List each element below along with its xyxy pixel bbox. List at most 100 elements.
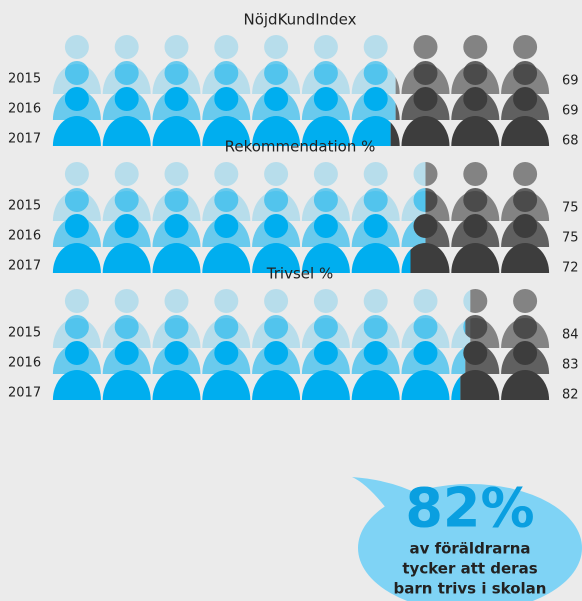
person-head [463, 162, 488, 186]
person-head [463, 214, 488, 238]
person-head [114, 289, 139, 313]
person-head [413, 315, 438, 339]
person-head [513, 188, 538, 212]
person-body [52, 243, 101, 273]
pictogram-filled [52, 87, 391, 146]
person-body [52, 370, 101, 400]
person-head [264, 214, 289, 238]
year-label: 2016 [8, 102, 41, 117]
pictogram-filled [52, 214, 411, 273]
person-head [425, 188, 438, 212]
person-head [313, 315, 338, 339]
person-head [313, 35, 338, 59]
person-head [214, 289, 239, 313]
person-body [152, 370, 201, 400]
person-body [252, 370, 301, 400]
person-head [413, 61, 438, 85]
person-body [460, 370, 500, 400]
person-head [513, 315, 538, 339]
person-head [465, 315, 488, 339]
callout-value: 82% [405, 477, 534, 540]
person-head [114, 35, 139, 59]
pictogram-rest [460, 341, 550, 400]
person-head [463, 320, 466, 334]
person-body [501, 243, 550, 273]
person-head [64, 341, 89, 365]
person-head [164, 289, 189, 313]
person-body [202, 116, 251, 146]
person-head [313, 214, 338, 238]
person-body [102, 116, 151, 146]
person-head [64, 188, 89, 212]
person-head [214, 35, 239, 59]
person-head [164, 35, 189, 59]
value-label: 68 [562, 134, 579, 149]
pictogram-rest [410, 214, 550, 273]
person-head [463, 61, 488, 85]
person-head [313, 87, 338, 111]
person-head [264, 35, 289, 59]
person-body [401, 116, 450, 146]
person-head [363, 35, 388, 59]
person-head [64, 289, 89, 313]
person-body [395, 103, 400, 120]
person-body [351, 243, 400, 273]
person-head [413, 289, 438, 313]
value-label: 72 [562, 261, 579, 276]
person-body [501, 370, 550, 400]
value-label: 83 [562, 358, 579, 373]
person-body [102, 243, 151, 273]
person-head [264, 289, 289, 313]
value-label: 75 [562, 201, 579, 216]
person-body [351, 370, 400, 400]
person-head [164, 61, 189, 85]
value-label: 69 [562, 104, 579, 119]
person-head [413, 162, 426, 186]
person-body [451, 243, 500, 273]
person-head [114, 315, 139, 339]
person-head [264, 87, 289, 111]
person-head [114, 61, 139, 85]
person-body [152, 116, 201, 146]
person-body [451, 376, 461, 400]
person-head [214, 87, 239, 111]
person-head [463, 290, 471, 312]
person-head [463, 188, 488, 212]
person-head [264, 315, 289, 339]
year-label: 2017 [8, 259, 41, 274]
person-head [64, 87, 89, 111]
person-head [513, 61, 538, 85]
person-head [214, 162, 239, 186]
person-head [114, 162, 139, 186]
person-head [413, 188, 426, 212]
value-label: 84 [562, 328, 579, 343]
person-head [214, 188, 239, 212]
person-head [264, 162, 289, 186]
person-head [413, 35, 438, 59]
person-head [264, 188, 289, 212]
person-head [313, 188, 338, 212]
chart-title: NöjdKundIndex [243, 11, 356, 29]
person-body [451, 346, 466, 374]
person-head [363, 214, 388, 238]
person-head [513, 35, 538, 59]
value-label: 82 [562, 388, 579, 403]
year-label: 2015 [8, 72, 41, 87]
person-head [114, 188, 139, 212]
person-body [252, 116, 301, 146]
person-head [313, 289, 338, 313]
person-head [413, 87, 438, 111]
year-label: 2015 [8, 326, 41, 341]
person-body [390, 122, 400, 146]
person-body [52, 116, 101, 146]
callout-text: barn trivs i skolan [394, 580, 547, 598]
person-head [64, 162, 89, 186]
person-body [202, 370, 251, 400]
person-head [413, 341, 438, 365]
person-head [214, 61, 239, 85]
person-body [152, 243, 201, 273]
person-head [463, 341, 488, 365]
person-head [164, 341, 189, 365]
chart-title: Trivsel % [266, 265, 333, 283]
callout-text: tycker att deras [402, 560, 537, 578]
